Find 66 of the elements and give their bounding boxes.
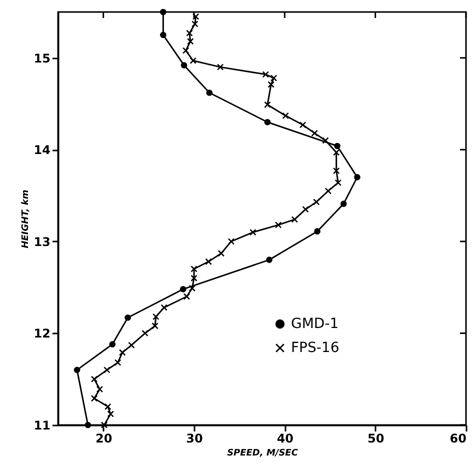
x-axis-title: SPEED, M/SEC	[227, 448, 298, 458]
point	[322, 137, 329, 144]
point	[180, 62, 188, 68]
point	[205, 258, 212, 266]
legend-label: FPS-16	[291, 340, 340, 356]
point	[291, 216, 298, 223]
point	[218, 250, 225, 257]
y-tick-label: 13	[34, 234, 50, 249]
point	[262, 71, 270, 78]
point	[216, 64, 224, 70]
point	[250, 228, 256, 236]
point	[206, 90, 213, 96]
point	[190, 266, 198, 272]
point	[334, 179, 342, 186]
point	[109, 341, 116, 348]
point	[190, 57, 196, 64]
point	[74, 366, 80, 374]
point	[114, 359, 122, 366]
y-tick-label: 11	[34, 418, 50, 432]
point	[90, 394, 98, 402]
point	[332, 167, 340, 174]
y-tick-label: 12	[34, 326, 50, 341]
point	[188, 284, 196, 292]
point	[332, 149, 340, 156]
point	[266, 256, 272, 263]
y-tick-label: 14	[34, 143, 50, 158]
point	[334, 142, 340, 150]
point	[96, 386, 104, 393]
point	[118, 349, 126, 356]
point	[274, 222, 282, 228]
y-tick-label: 15	[34, 51, 50, 66]
point	[160, 8, 166, 16]
point	[324, 188, 332, 194]
point	[152, 322, 158, 330]
point	[190, 274, 198, 282]
point	[152, 313, 160, 320]
y-axis-title: HEIGHT, km	[20, 190, 31, 248]
point	[128, 342, 135, 349]
point	[104, 366, 110, 374]
point	[183, 293, 190, 300]
point	[180, 286, 186, 292]
x-tick-label: 40	[276, 432, 294, 446]
point	[354, 174, 360, 180]
point	[160, 304, 168, 311]
point	[314, 228, 320, 235]
point	[264, 101, 271, 108]
point	[282, 112, 289, 120]
x-tick-label: 60	[450, 432, 466, 446]
point	[313, 198, 320, 206]
point	[302, 206, 309, 213]
point	[90, 376, 98, 382]
point	[142, 330, 148, 337]
x-tick-label: 20	[95, 432, 112, 446]
point	[311, 130, 318, 137]
x-tick-label: 30	[186, 432, 203, 446]
point	[299, 122, 306, 128]
point	[264, 118, 271, 126]
point	[160, 32, 166, 38]
point	[228, 238, 235, 245]
point	[182, 47, 190, 54]
point	[340, 200, 347, 207]
legend-label: GMD-1	[291, 316, 339, 332]
point	[100, 422, 108, 428]
point	[84, 422, 92, 428]
point	[124, 314, 131, 321]
x-tick-label: 50	[367, 432, 384, 446]
